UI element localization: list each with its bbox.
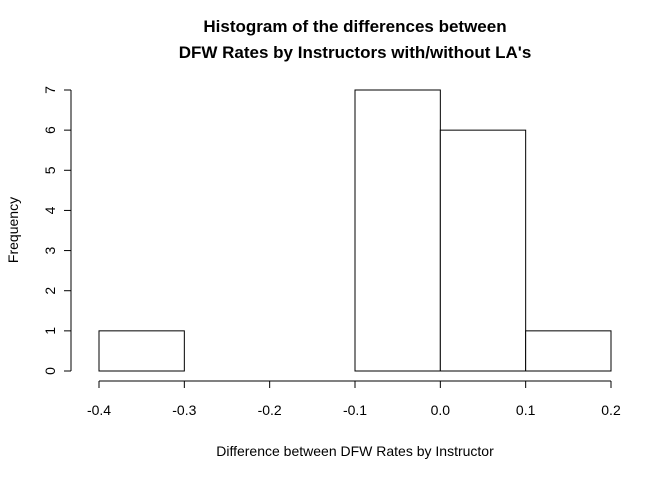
y-tick-label: 1 xyxy=(42,327,58,335)
y-axis: 0 1 2 3 4 5 6 7 xyxy=(42,86,72,375)
histogram-bar-0 xyxy=(98,330,185,372)
y-tick-label: 7 xyxy=(42,86,58,94)
x-tick-label: -0.4 xyxy=(87,402,111,418)
x-tick-label: -0.2 xyxy=(258,402,282,418)
histogram-bar-4 xyxy=(439,129,527,372)
histogram-bar-5 xyxy=(525,330,612,372)
x-axis: -0.4 -0.3 -0.2 -0.1 0.0 0.1 0.2 xyxy=(87,380,621,418)
y-tick-label: 6 xyxy=(42,126,58,134)
histogram-bars xyxy=(98,89,612,372)
y-tick-label: 5 xyxy=(42,166,58,174)
y-tick-label: 0 xyxy=(42,367,58,375)
x-axis-label: Difference between DFW Rates by Instruct… xyxy=(216,443,494,459)
chart-title-line-1: Histogram of the differences between xyxy=(203,17,506,36)
x-tick-label: 0.2 xyxy=(601,402,621,418)
chart-title-line-2: DFW Rates by Instructors with/without LA… xyxy=(179,43,532,62)
y-tick-label: 2 xyxy=(42,287,58,295)
x-tick-label: 0.1 xyxy=(516,402,536,418)
y-tick-label: 4 xyxy=(42,206,58,214)
histogram-bar-3 xyxy=(354,89,441,372)
x-tick-label: -0.1 xyxy=(343,402,367,418)
y-axis-label: Frequency xyxy=(5,197,21,263)
x-tick-label: -0.3 xyxy=(172,402,196,418)
x-tick-label: 0.0 xyxy=(431,402,451,418)
y-tick-label: 3 xyxy=(42,246,58,254)
